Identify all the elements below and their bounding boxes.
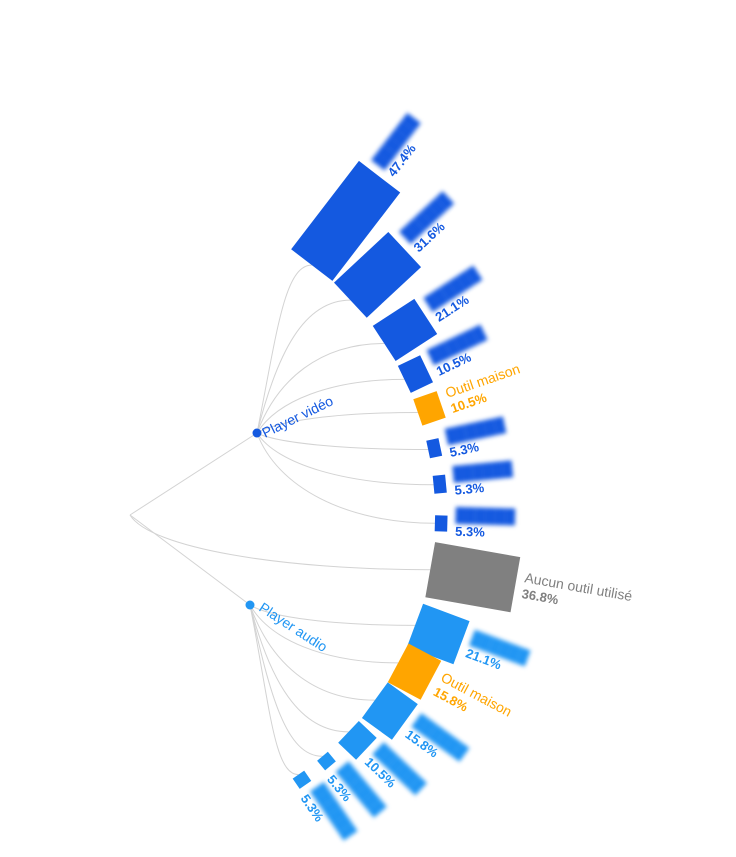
- link-video-2: [256, 342, 385, 434]
- bar-label-video-5: ██████5.3%: [445, 416, 507, 460]
- bar-name-video-7: ██████: [455, 507, 515, 527]
- link-audio-4: [249, 604, 323, 757]
- bar-audio-3: [338, 720, 377, 760]
- bar-video-5: [426, 438, 443, 459]
- hub-node-video: [252, 428, 262, 438]
- bar-value-video-6: 5.3%: [454, 480, 485, 498]
- bar-value-none-0: 36.8%: [521, 586, 560, 607]
- link-video-6: [256, 432, 434, 486]
- bar-audio-5: [292, 770, 312, 789]
- bar-label-video-0: ██████47.4%: [371, 113, 422, 180]
- link-video-3: [256, 378, 405, 434]
- link-audio-0: [249, 604, 416, 626]
- link-video-7: [256, 432, 435, 524]
- bar-none-0: [425, 542, 521, 613]
- bar-video-4: [413, 391, 446, 426]
- bar-video-3: [397, 355, 434, 393]
- bar-label-video-7: ██████5.3%: [455, 507, 515, 540]
- bar-audio-1: [387, 643, 442, 700]
- link-audio-3: [249, 604, 349, 733]
- bar-label-video-6: ██████5.3%: [452, 460, 513, 498]
- bar-label-video-2: ██████21.1%: [423, 265, 483, 324]
- chart-bars: [291, 160, 521, 789]
- link-audio-5: [249, 604, 299, 776]
- bar-video-0: [291, 160, 401, 281]
- link-video-4: [256, 411, 418, 434]
- hub-label-audio: Player audio: [256, 599, 330, 655]
- bar-audio-4: [317, 751, 336, 771]
- bar-video-7: [434, 515, 448, 532]
- bar-video-2: [372, 298, 438, 362]
- link-root-video: [129, 432, 258, 516]
- bar-audio-2: [361, 682, 418, 740]
- tree-links: [129, 264, 435, 776]
- bar-label-audio-2: ██████15.8%: [403, 713, 470, 763]
- bar-value-video-5: 5.3%: [448, 439, 481, 460]
- hub-node-audio: [245, 600, 255, 610]
- bar-video-6: [432, 474, 447, 494]
- link-root-audio: [129, 514, 251, 606]
- bar-label-audio-0: ██████21.1%: [464, 630, 531, 673]
- link-audio-2: [249, 604, 375, 701]
- bar-value-video-7: 5.3%: [455, 524, 485, 540]
- bar-video-1: [334, 231, 422, 318]
- link-video-5: [256, 432, 429, 451]
- link-none-0: [129, 514, 431, 571]
- link-audio-1: [249, 604, 399, 664]
- bar-label-video-1: ██████31.6%: [399, 191, 455, 255]
- link-video-1: [256, 299, 351, 434]
- bar-audio-0: [406, 603, 470, 665]
- link-video-0: [256, 264, 312, 434]
